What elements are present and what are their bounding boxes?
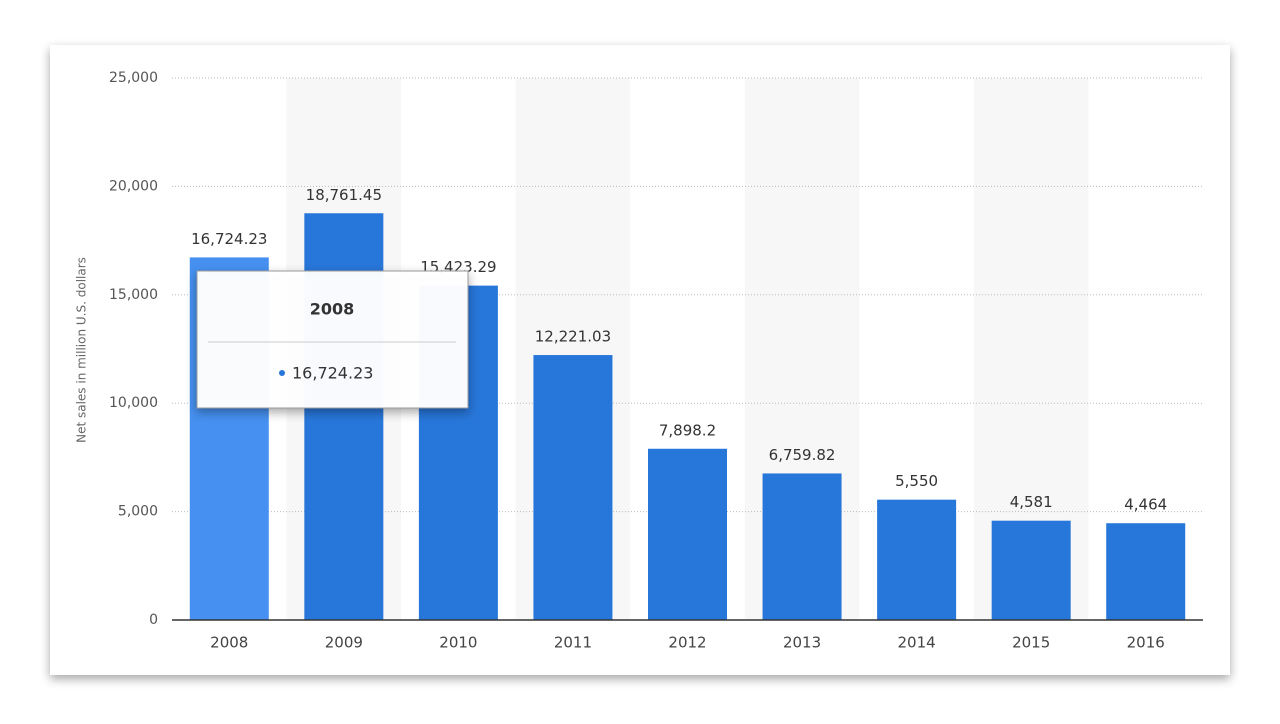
- tooltip-box: [196, 270, 469, 409]
- y-tick-label: 0: [149, 612, 158, 628]
- value-label: 6,759.82: [769, 446, 836, 464]
- x-tick-label: 2015: [1012, 634, 1050, 652]
- value-label: 4,464: [1124, 496, 1167, 514]
- tooltip-value: 16,724.23: [292, 364, 373, 383]
- bar: [533, 355, 613, 620]
- x-tick-label: 2010: [439, 634, 477, 652]
- x-tick-label: 2013: [783, 634, 821, 652]
- value-label: 18,761.45: [306, 186, 382, 204]
- bar: [1106, 523, 1186, 620]
- value-label: 5,550: [895, 472, 938, 490]
- bar: [877, 499, 957, 620]
- bar: [991, 520, 1071, 620]
- tooltip-dot: [279, 370, 285, 376]
- y-tick-label: 25,000: [109, 70, 158, 86]
- y-axis-label: Net sales in million U.S. dollars: [75, 257, 89, 443]
- plot: 05,00010,00015,00020,00025,00016,724.232…: [109, 70, 1203, 652]
- y-tick-label: 10,000: [109, 395, 158, 411]
- x-tick-label: 2016: [1127, 634, 1165, 652]
- bar: [762, 473, 842, 620]
- x-tick-label: 2012: [668, 634, 706, 652]
- tooltip-title: 2008: [310, 300, 355, 319]
- tooltip: 2008 16,724.23: [196, 270, 469, 409]
- value-label: 16,724.23: [191, 230, 267, 248]
- x-tick-label: 2014: [898, 634, 936, 652]
- value-label: 12,221.03: [535, 328, 611, 346]
- bar: [648, 448, 727, 620]
- x-tick-label: 2009: [325, 634, 363, 652]
- x-tick-label: 2011: [554, 634, 592, 652]
- x-tick-label: 2008: [210, 634, 248, 652]
- y-tick-label: 5,000: [118, 504, 158, 520]
- value-label: 7,898.2: [659, 421, 716, 439]
- value-label: 4,581: [1010, 493, 1053, 511]
- y-tick-label: 15,000: [109, 287, 158, 303]
- y-tick-label: 20,000: [109, 178, 158, 194]
